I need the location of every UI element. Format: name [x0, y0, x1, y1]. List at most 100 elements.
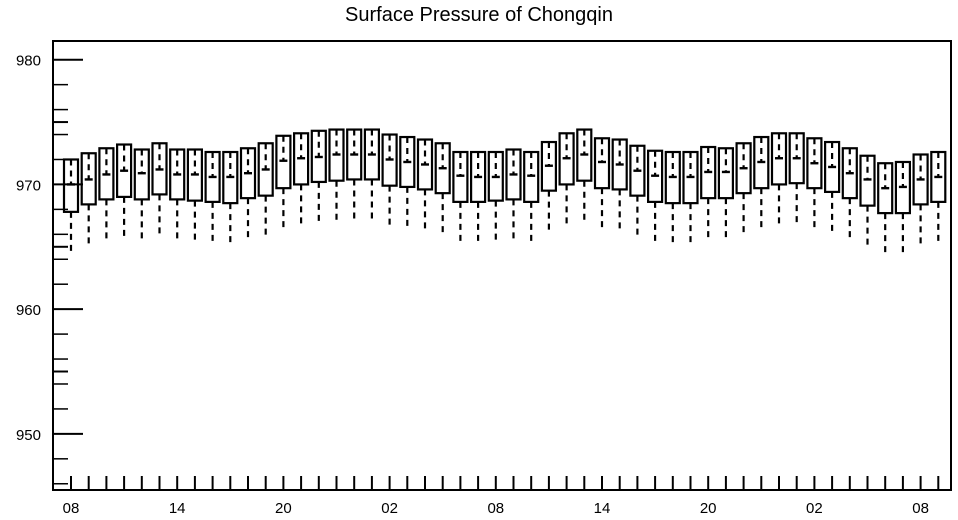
box — [222, 150, 239, 205]
box-item — [293, 132, 310, 226]
box-item — [735, 142, 752, 235]
box-item — [169, 148, 186, 241]
box — [646, 149, 664, 203]
box — [487, 150, 504, 202]
x-axis: 08 14 20 02 08 14 20 02 08 — [63, 476, 940, 517]
box-item — [664, 150, 681, 245]
x-tick-label: 14 — [594, 500, 611, 517]
y-axis: 950 960 970 980 — [16, 53, 83, 485]
box-item — [98, 147, 115, 241]
box — [186, 148, 203, 202]
box-item — [62, 158, 80, 254]
y-tick-label: 980 — [16, 53, 41, 70]
box-item — [540, 140, 558, 232]
box — [470, 150, 487, 203]
box — [346, 128, 363, 181]
x-tick-label: 02 — [381, 500, 398, 517]
box-item — [80, 152, 97, 245]
box — [629, 144, 646, 197]
box-item — [912, 153, 929, 246]
box — [523, 150, 540, 203]
box-item — [894, 160, 912, 254]
box-item — [186, 148, 203, 242]
box-item — [487, 150, 504, 242]
box — [416, 138, 434, 191]
box — [399, 135, 416, 189]
box — [239, 147, 257, 200]
box-item — [239, 147, 257, 240]
box-item — [806, 137, 823, 229]
box-item — [275, 134, 292, 229]
plot-frame — [52, 40, 952, 491]
box — [859, 154, 876, 207]
box — [823, 140, 841, 194]
box-item — [115, 143, 133, 239]
box — [257, 142, 274, 197]
box-item — [523, 150, 540, 242]
box-item — [877, 162, 894, 254]
x-tick-label: 20 — [275, 500, 292, 517]
box — [753, 135, 770, 190]
box — [806, 137, 823, 190]
x-tick-label: 20 — [700, 500, 717, 517]
x-tick-label: 02 — [806, 500, 823, 517]
y-tick-label: 970 — [16, 177, 41, 194]
box — [381, 133, 398, 187]
box-item — [646, 149, 664, 242]
box — [540, 140, 558, 192]
box — [62, 158, 80, 213]
box — [133, 148, 150, 201]
box — [204, 150, 221, 203]
x-tick-label: 14 — [169, 500, 186, 517]
box-item — [328, 128, 345, 222]
y-tick-label: 960 — [16, 302, 41, 319]
y-tick-label: 950 — [16, 427, 41, 444]
box-item — [310, 129, 327, 224]
box-item — [558, 132, 575, 225]
box — [98, 147, 115, 201]
box — [611, 138, 628, 191]
box-item — [753, 135, 770, 230]
x-tick-label: 08 — [487, 500, 504, 517]
box — [664, 150, 681, 205]
box — [877, 162, 894, 215]
box-item — [629, 144, 646, 237]
box — [363, 128, 380, 181]
box-item — [416, 138, 434, 231]
box — [593, 137, 611, 190]
box-item — [770, 132, 788, 226]
box-item — [346, 128, 363, 221]
box-item — [593, 137, 611, 230]
box — [930, 150, 947, 203]
box-item — [700, 145, 717, 240]
box — [505, 148, 522, 201]
box-item — [611, 138, 628, 231]
box — [558, 132, 575, 186]
box-item — [434, 142, 451, 235]
box-item — [470, 150, 487, 244]
box — [275, 134, 292, 190]
box — [682, 150, 699, 205]
box-item — [257, 142, 274, 237]
box-item — [576, 128, 593, 221]
box-item — [133, 148, 150, 241]
box-item — [859, 154, 876, 247]
x-tick-label: 08 — [912, 500, 929, 517]
box — [841, 147, 858, 200]
box — [115, 143, 133, 199]
box — [894, 160, 912, 215]
boxes-group — [62, 128, 947, 254]
box-item — [399, 135, 416, 229]
box-item — [788, 132, 805, 225]
box — [293, 132, 310, 186]
box — [310, 129, 327, 184]
box-item — [204, 150, 221, 244]
box — [328, 128, 345, 182]
box-item — [452, 150, 469, 242]
box-item — [930, 150, 947, 242]
box — [912, 153, 929, 206]
box — [700, 145, 717, 200]
box-item — [682, 150, 699, 245]
box-item — [222, 150, 239, 245]
